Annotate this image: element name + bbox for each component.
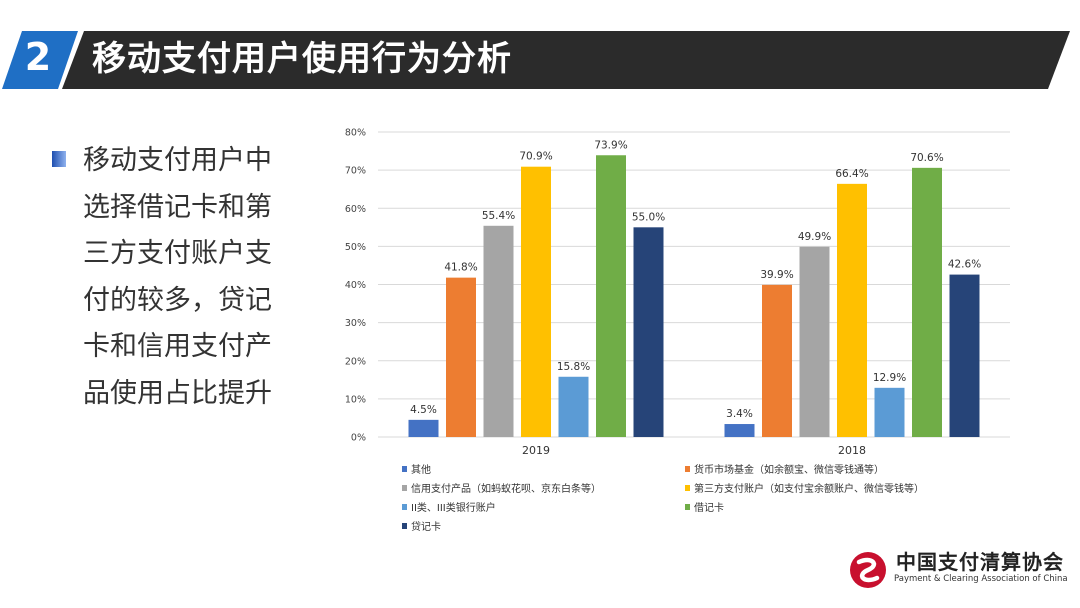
data-label: 3.4%	[726, 408, 753, 420]
bar	[912, 167, 942, 437]
legend-entry: II类、III类银行账户	[411, 501, 496, 514]
data-label: 12.9%	[873, 372, 906, 384]
logo-emblem-icon	[850, 552, 886, 588]
logo-name: 中国支付清算协会	[896, 550, 1064, 574]
legend-entry: 贷记卡	[411, 520, 441, 533]
header-shapes	[2, 31, 1070, 89]
bar	[799, 246, 830, 437]
legend-entry: 借记卡	[694, 501, 724, 514]
legend-swatch	[685, 485, 690, 491]
bar	[446, 277, 476, 437]
legend-swatch	[402, 523, 407, 529]
bar	[874, 387, 905, 437]
data-label: 70.6%	[910, 152, 943, 164]
y-tick-label: 30%	[345, 318, 366, 329]
logo-subtitle: Payment & Clearing Association of China	[894, 574, 1068, 584]
data-label: 66.4%	[835, 168, 868, 180]
bar	[837, 183, 867, 437]
bullet-text: 移动支付用户中选择借记卡和第三方支付账户支付的较多，贷记卡和信用支付产品使用占比…	[83, 145, 272, 409]
y-tick-label: 20%	[345, 356, 366, 367]
x-tick-label: 2019	[522, 444, 550, 457]
y-tick-label: 50%	[345, 242, 366, 253]
data-label: 39.9%	[760, 269, 793, 281]
bar	[558, 376, 589, 437]
y-tick-label: 80%	[345, 128, 366, 139]
bar-chart: 0% 10% 20% 30% 40% 50% 60% 70% 80% 4.5% 41.8% 55.4%…	[345, 128, 1010, 533]
bar	[408, 419, 439, 437]
y-tick-label: 0%	[351, 433, 366, 444]
y-tick-label: 70%	[345, 166, 366, 177]
bar	[521, 166, 551, 437]
page-title: 移动支付用户使用行为分析	[92, 39, 512, 79]
bar	[596, 155, 626, 437]
title-bar	[62, 31, 1070, 89]
y-tick-label: 40%	[345, 280, 366, 291]
data-label: 70.9%	[519, 151, 552, 163]
section-number-badge	[2, 31, 78, 89]
data-label: 41.8%	[444, 262, 477, 274]
legend-swatch	[685, 466, 690, 472]
x-tick-label: 2018	[838, 444, 866, 457]
data-label: 55.4%	[482, 210, 515, 222]
data-label: 49.9%	[798, 231, 831, 243]
legend-entry: 其他	[411, 463, 431, 476]
organization-logo: 中国支付清算协会 Payment & Clearing Association …	[848, 548, 1073, 588]
bar	[633, 227, 664, 437]
y-tick-label: 60%	[345, 204, 366, 215]
section-number: 2	[24, 35, 52, 79]
data-label: 42.6%	[948, 259, 981, 271]
bar	[724, 424, 755, 437]
header-banner: 2 移动支付用户使用行为分析	[0, 0, 1080, 90]
legend-swatch	[402, 504, 407, 510]
data-label: 15.8%	[557, 361, 590, 373]
data-label: 73.9%	[594, 139, 627, 151]
bullet-marker-icon	[52, 151, 66, 167]
legend-swatch	[402, 466, 407, 472]
legend-swatch	[685, 504, 690, 510]
bar	[949, 274, 980, 437]
legend-swatch	[402, 485, 407, 491]
bar	[762, 284, 792, 437]
data-label: 4.5%	[410, 404, 437, 416]
y-tick-label: 10%	[345, 394, 366, 405]
data-label: 55.0%	[632, 211, 665, 223]
bar	[483, 225, 514, 437]
legend-entry: 货币市场基金（如余额宝、微信零钱通等）	[694, 463, 884, 476]
legend-entry: 第三方支付账户（如支付宝余额账户、微信零钱等）	[694, 482, 924, 495]
legend-entry: 信用支付产品（如蚂蚁花呗、京东白条等）	[411, 482, 601, 495]
